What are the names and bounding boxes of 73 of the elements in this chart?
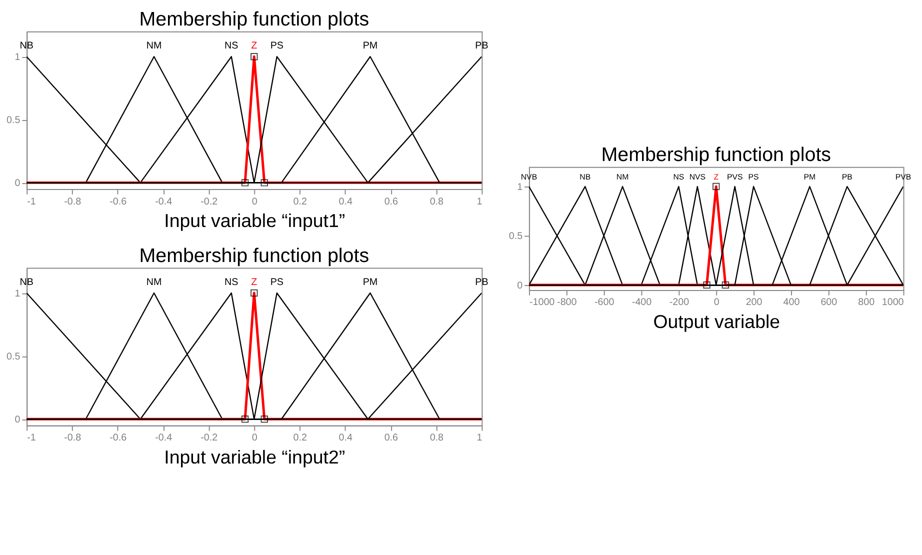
series-label: PB (475, 277, 489, 288)
x-axis-title: Input variable “input2” (164, 446, 346, 468)
x-tick-label: 200 (746, 297, 763, 308)
x-tick-label: 0 (252, 196, 258, 208)
x-tick-label: 0.4 (338, 432, 354, 444)
x-tick-label: 1 (476, 196, 482, 208)
y-tick-label: 0 (517, 280, 524, 292)
x-tick-label: 600 (820, 297, 838, 308)
x-tick-label: -800 (557, 297, 578, 308)
x-tick-label: 0 (714, 297, 720, 308)
y-tick-label: 0 (14, 178, 21, 190)
y-tick-label: 0.5 (6, 115, 21, 126)
x-tick-label: 0.4 (338, 196, 354, 208)
series-label: PVB (895, 172, 912, 182)
series-label: PB (842, 172, 852, 182)
x-axis-title: Input variable “input1” (164, 210, 346, 231)
x-tick-label: 400 (783, 297, 800, 308)
x-tick-label: -1000 (529, 297, 556, 308)
chart-title: Membership function plots (139, 8, 370, 30)
x-tick-label: 0 (252, 432, 258, 444)
x-tick-label: -400 (632, 297, 652, 308)
x-tick-label: -0.4 (155, 196, 173, 208)
x-tick-label: 1 (476, 432, 482, 444)
series-label: Z (714, 172, 719, 182)
x-tick-label: 0.2 (293, 196, 307, 208)
series-label: Z (251, 277, 258, 288)
y-tick-label: 1 (14, 52, 20, 64)
x-tick-label: -0.4 (155, 432, 173, 444)
series-label: NM (146, 40, 162, 52)
series-label: NVS (689, 172, 706, 182)
x-tick-label: -0.2 (200, 432, 218, 444)
series-label: NB (580, 172, 591, 182)
x-tick-label: -0.6 (110, 196, 128, 208)
series-label: NB (20, 277, 34, 288)
series-label: PS (748, 172, 759, 182)
x-tick-label: -600 (594, 297, 615, 308)
series-label: NM (146, 277, 162, 288)
x-tick-label: 0.6 (384, 196, 399, 208)
series-label: PM (362, 277, 378, 288)
series-label: PS (270, 40, 284, 52)
x-tick-label: 0.6 (384, 432, 399, 444)
x-tick-label: -200 (669, 297, 690, 308)
series-label: PM (804, 172, 816, 182)
series-label: PM (362, 40, 378, 52)
y-tick-label: 0 (14, 414, 21, 426)
x-tick-label: 800 (858, 297, 876, 308)
series-label: NM (616, 172, 629, 182)
x-tick-label: -1 (27, 196, 36, 208)
y-tick-label: 1 (517, 182, 523, 193)
y-tick-label: 0.5 (6, 352, 21, 363)
x-tick-label: -0.8 (64, 432, 82, 444)
series-label: Z (251, 40, 258, 52)
series-label: NVB (520, 172, 538, 182)
series-label: NS (224, 40, 239, 52)
series-label: PS (270, 277, 284, 288)
y-tick-label: 1 (14, 288, 20, 300)
x-tick-label: -0.2 (200, 196, 218, 208)
series-label: NB (20, 40, 34, 52)
x-tick-label: -0.8 (64, 196, 82, 208)
x-tick-label: 1000 (882, 297, 904, 308)
chart-title: Membership function plots (139, 244, 370, 267)
series-label: PVS (726, 172, 743, 182)
chart-title: Membership function plots (601, 144, 832, 166)
x-tick-label: 0.8 (430, 196, 444, 208)
x-tick-label: 0.2 (293, 432, 307, 444)
series-label: NS (224, 277, 239, 288)
x-tick-label: 0.8 (430, 432, 444, 444)
x-tick-label: -1 (27, 432, 36, 444)
x-tick-label: -0.6 (110, 432, 128, 444)
series-label: PB (475, 40, 489, 52)
series-label: NS (673, 172, 684, 182)
x-axis-title: Output variable (653, 310, 780, 332)
y-tick-label: 0.5 (508, 231, 524, 242)
